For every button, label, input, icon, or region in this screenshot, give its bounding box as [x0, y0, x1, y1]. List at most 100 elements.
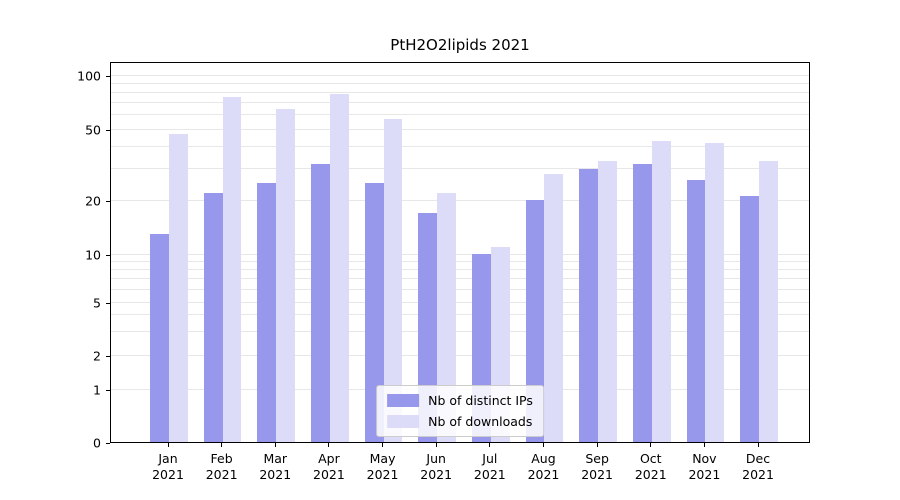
bar-distinct-ips — [311, 163, 330, 442]
bar-downloads — [544, 173, 564, 442]
x-tick-label-line: 2021 — [420, 467, 453, 482]
bar-distinct-ips — [740, 196, 760, 442]
gridline — [111, 128, 809, 130]
x-tick-label: Jan 2021 — [152, 451, 184, 483]
bar-downloads — [329, 94, 349, 442]
x-tick-mark — [382, 443, 384, 447]
x-tick-label-line: Apr — [318, 451, 340, 466]
x-tick-label-line: 2021 — [313, 467, 345, 482]
legend-label: Nb of distinct IPs — [428, 393, 533, 408]
y-tick-mark — [106, 442, 110, 444]
gridline — [111, 331, 809, 333]
bar-distinct-ips — [686, 179, 706, 442]
bar-downloads — [437, 192, 456, 442]
x-tick-label: Feb 2021 — [206, 451, 238, 483]
x-tick-label-line: Jul — [482, 451, 498, 466]
gridline — [111, 253, 809, 255]
gridline — [111, 301, 809, 303]
x-tick-label-line: Aug — [531, 451, 556, 466]
plot-area: Nb of distinct IPs Nb of downloads — [110, 62, 810, 443]
x-tick-label-line: Jun — [426, 451, 446, 466]
y-tick-label: 0 — [93, 435, 101, 451]
x-tick-label: Mar 2021 — [259, 451, 291, 483]
y-tick-label: 20 — [85, 193, 101, 209]
gridline — [111, 168, 809, 170]
x-tick-label-line: 2021 — [688, 467, 721, 482]
x-tick-mark — [435, 443, 437, 447]
gridline — [111, 102, 809, 104]
legend-label: Nb of downloads — [428, 414, 533, 429]
gridline — [111, 199, 809, 201]
y-tick-label: 10 — [85, 247, 101, 263]
bar-downloads — [598, 161, 617, 442]
x-tick-label-line: Jan — [158, 451, 178, 466]
x-tick-mark — [221, 443, 223, 447]
bar-downloads — [705, 142, 725, 442]
y-tick-mark — [106, 389, 110, 391]
x-tick-label: Jul 2021 — [474, 451, 506, 483]
gridline — [111, 288, 809, 290]
gridline — [111, 91, 809, 93]
y-tick-label: 50 — [85, 122, 101, 138]
bar-downloads — [651, 140, 671, 442]
x-tick-label: Apr 2021 — [313, 451, 345, 483]
gridline — [111, 260, 809, 262]
bar-distinct-ips — [579, 168, 599, 442]
x-tick-label: Nov 2021 — [688, 451, 720, 483]
x-tick-label-line: Dec — [745, 451, 771, 466]
y-tick-label: 2 — [93, 348, 101, 364]
x-tick-mark — [703, 443, 705, 447]
bar-downloads — [276, 108, 296, 442]
bar-distinct-ips — [203, 192, 223, 442]
legend-item: Nb of downloads — [387, 414, 533, 429]
gridline — [111, 145, 809, 147]
gridline — [111, 278, 809, 280]
bar-distinct-ips — [632, 163, 652, 442]
x-tick-label-line: 2021 — [205, 467, 238, 482]
y-tick-mark — [106, 129, 110, 131]
bar-downloads — [759, 161, 778, 442]
bar-distinct-ips — [418, 212, 438, 442]
bar-downloads — [169, 133, 188, 442]
y-tick-mark — [106, 254, 110, 256]
legend: Nb of distinct IPs Nb of downloads — [376, 385, 544, 437]
x-tick-mark — [489, 443, 491, 447]
gridline — [111, 82, 809, 84]
x-tick-label-line: 2021 — [473, 467, 506, 482]
x-tick-mark — [542, 443, 544, 447]
y-tick-mark — [106, 302, 110, 304]
gridline — [111, 114, 809, 116]
y-tick-mark — [106, 200, 110, 202]
x-tick-label-line: Oct — [639, 451, 662, 466]
bar-distinct-ips — [364, 182, 384, 442]
legend-swatch — [387, 394, 420, 407]
x-tick-label-line: 2021 — [259, 467, 292, 482]
chart-title: PtH2O2lipids 2021 — [390, 36, 530, 54]
gridline — [111, 314, 809, 316]
y-tick-mark — [106, 75, 110, 77]
bar-downloads — [222, 97, 242, 442]
bar-distinct-ips — [150, 233, 169, 442]
x-tick-mark — [596, 443, 598, 447]
x-tick-label-line: Feb — [210, 451, 233, 466]
y-tick-label: 1 — [93, 382, 101, 398]
x-tick-label-line: 2021 — [366, 467, 399, 482]
bar-downloads — [383, 118, 403, 442]
x-tick-label: Dec 2021 — [742, 451, 774, 483]
x-tick-label-line: Mar — [263, 451, 288, 466]
bars-layer — [111, 63, 809, 442]
gridline — [111, 354, 809, 356]
x-tick-label-line: 2021 — [634, 467, 667, 482]
x-tick-label-line: 2021 — [742, 467, 774, 482]
x-tick-label-line: 2021 — [152, 467, 184, 482]
y-tick-label: 100 — [77, 68, 101, 84]
legend-swatch — [387, 415, 420, 428]
x-tick-label-line: Nov — [692, 451, 717, 466]
x-tick-mark — [757, 443, 759, 447]
x-tick-label: May 2021 — [367, 451, 399, 483]
y-tick-mark — [106, 355, 110, 357]
x-tick-label: Aug 2021 — [528, 451, 560, 483]
x-tick-label-line: May — [369, 451, 396, 466]
bar-distinct-ips — [525, 200, 545, 442]
